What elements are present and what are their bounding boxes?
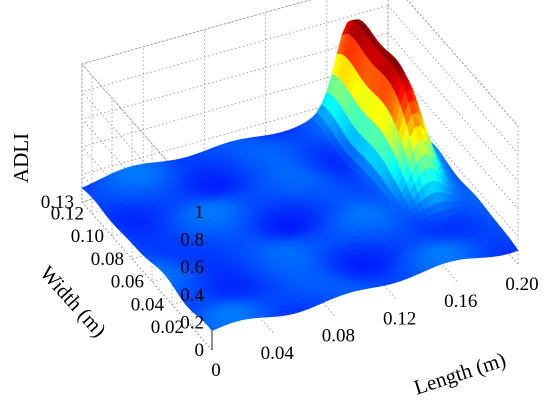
z-gridline — [81, 0, 312, 213]
z-tick-label: 0.6 — [180, 257, 204, 278]
z-tick-label: 1 — [195, 202, 205, 223]
y-axis-title: Width (m) — [35, 261, 111, 342]
y-tick-label: 0.02 — [151, 317, 184, 338]
z-gridline-right — [387, 5, 519, 154]
x-tick-label: 0.20 — [505, 274, 538, 295]
z-gridline-right — [387, 32, 519, 182]
surface-cell — [509, 245, 519, 253]
x-gridline — [81, 64, 213, 351]
y-tick-label: 0.13 — [41, 192, 74, 213]
y-tick-label: 0.12 — [51, 203, 84, 224]
z-axis-title: ADLI — [9, 133, 33, 183]
y-tick-label: 0.10 — [71, 226, 104, 247]
x-axis-title: Length (m) — [411, 347, 509, 399]
y-tick-label: 0.08 — [91, 249, 124, 270]
y-tick-label: 0.06 — [111, 272, 144, 293]
z-tick-label: 0.2 — [180, 312, 204, 333]
x-tick-label: 0.04 — [261, 343, 295, 364]
x-tick-label: 0.08 — [322, 326, 355, 347]
x-tick-label: 0 — [211, 360, 221, 381]
z-tick-label: 0.4 — [180, 285, 204, 306]
y-tick-label: 0.04 — [131, 294, 165, 315]
z-gridline-right — [406, 0, 519, 127]
z-tick-label: 0 — [195, 340, 205, 361]
x-tick-label: 0.16 — [444, 291, 477, 312]
x-tick-label: 0.12 — [383, 308, 416, 329]
z-tick-label: 0.8 — [180, 230, 204, 251]
ticks-layer: 00.20.40.60.8100.040.080.120.160.200.020… — [41, 192, 539, 381]
surface-layer — [81, 19, 519, 332]
